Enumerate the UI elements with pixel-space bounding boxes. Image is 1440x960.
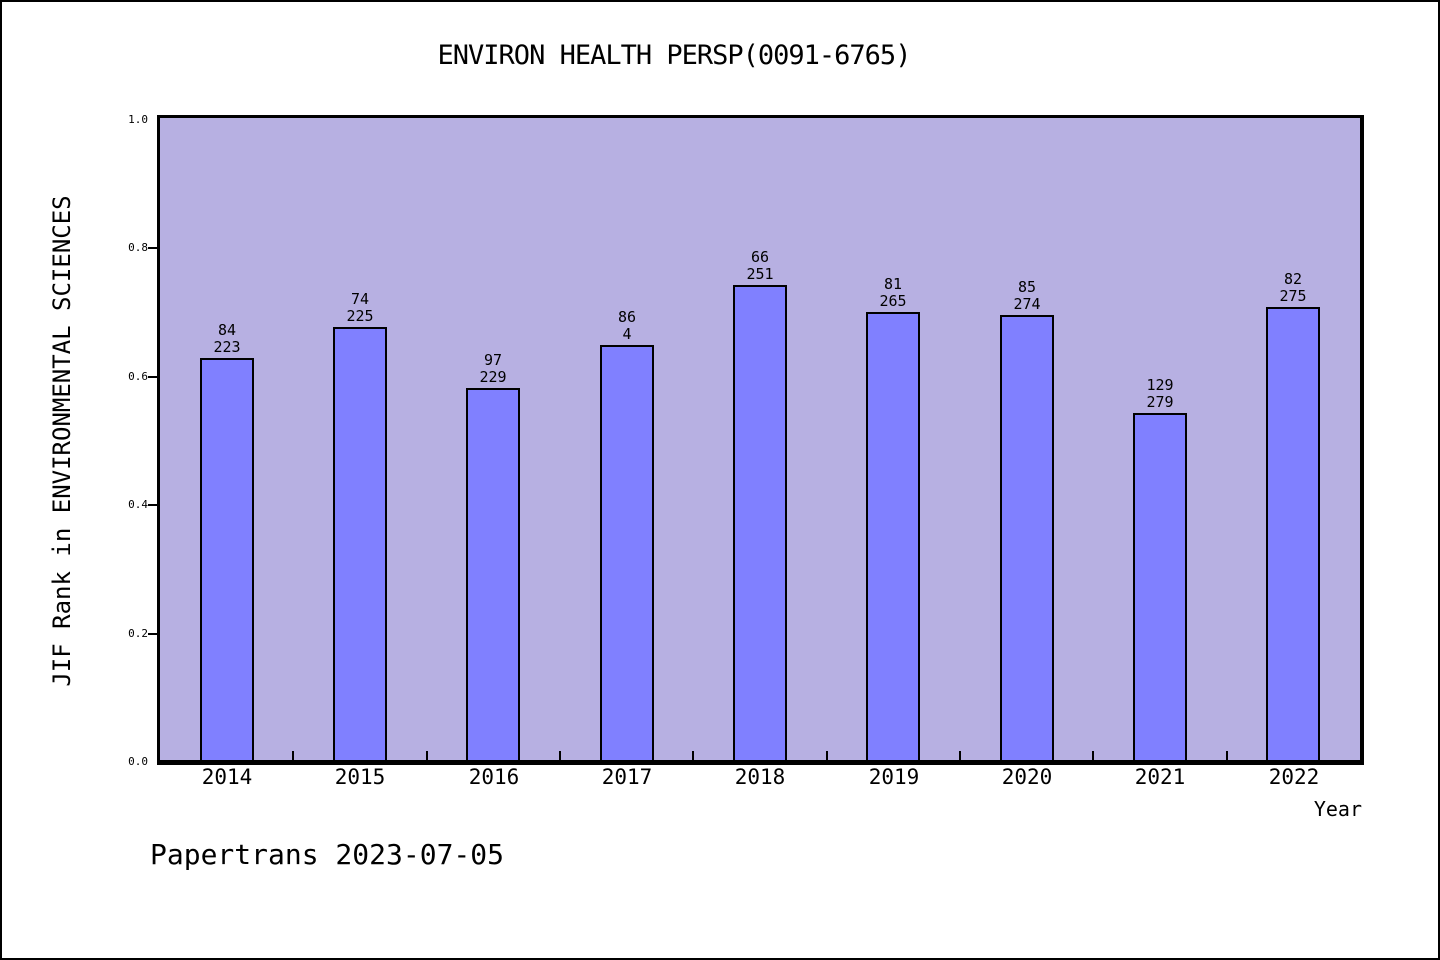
x-minor-tick <box>426 751 428 760</box>
bar-2019 <box>866 312 920 760</box>
x-tick-label-2020: 2020 <box>1001 765 1053 789</box>
y-tick-label-0.6: 0.6 <box>128 370 148 383</box>
bar-2014 <box>200 358 254 760</box>
bar-2017 <box>600 345 654 760</box>
x-minor-tick <box>692 751 694 760</box>
x-tick-label-2021: 2021 <box>1134 765 1186 789</box>
bar-2018 <box>733 285 787 760</box>
y-tick-mark <box>148 633 160 635</box>
x-tick-label-2018: 2018 <box>734 765 786 789</box>
bar-value-label-2020: 85 274 <box>1013 278 1041 313</box>
x-tick-label-2016: 2016 <box>468 765 520 789</box>
x-minor-tick <box>559 751 561 760</box>
y-tick-label-0.0: 0.0 <box>128 755 148 768</box>
x-tick-label-2014: 2014 <box>201 765 253 789</box>
bar-value-label-2017: 86 4 <box>617 308 637 343</box>
bar-2020 <box>1000 315 1054 760</box>
chart-title: ENVIRON HEALTH PERSP(0091-6765) <box>437 40 912 71</box>
bar-value-label-2018: 66 251 <box>746 248 774 283</box>
x-tick-label-2019: 2019 <box>868 765 920 789</box>
bar-value-label-2022: 82 275 <box>1279 270 1307 305</box>
y-tick-label-1.0: 1.0 <box>128 113 148 126</box>
y-axis-title-text: JIF Rank in ENVIRONMENTAL SCIENCES <box>48 195 76 687</box>
y-tick-label-0.8: 0.8 <box>128 241 148 254</box>
bar-value-label-2016: 97 229 <box>479 351 507 386</box>
x-tick-label-2022: 2022 <box>1268 765 1320 789</box>
bar-2016 <box>466 388 520 760</box>
y-tick-mark <box>148 376 160 378</box>
bar-value-label-2015: 74 225 <box>346 290 374 325</box>
plot-area: 84 223 74 225 97 229 86 4 66 251 81 265 85 274… <box>160 118 1360 760</box>
x-axis-title: Year <box>1313 797 1362 821</box>
x-tick-label-2017: 2017 <box>601 765 653 789</box>
x-minor-tick <box>959 751 961 760</box>
plot-frame: 84 223 74 225 97 229 86 4 66 251 81 265 85 274… <box>157 115 1364 765</box>
y-tick-label-0.4: 0.4 <box>128 498 148 511</box>
y-tick-mark <box>148 247 160 249</box>
x-minor-tick <box>1226 751 1228 760</box>
bar-2021 <box>1133 413 1187 760</box>
bar-value-label-2019: 81 265 <box>879 275 907 310</box>
bar-2022 <box>1266 307 1320 760</box>
bar-2015 <box>333 327 387 760</box>
x-tick-label-2015: 2015 <box>334 765 386 789</box>
x-minor-tick <box>1092 751 1094 760</box>
bar-value-label-2014: 84 223 <box>213 321 241 356</box>
y-tick-label-0.2: 0.2 <box>128 627 148 640</box>
footer-note: Papertrans 2023-07-05 <box>150 838 505 871</box>
bar-value-label-2021: 129 279 <box>1146 376 1174 411</box>
x-minor-tick <box>292 751 294 760</box>
x-minor-tick <box>826 751 828 760</box>
y-tick-mark <box>148 504 160 506</box>
